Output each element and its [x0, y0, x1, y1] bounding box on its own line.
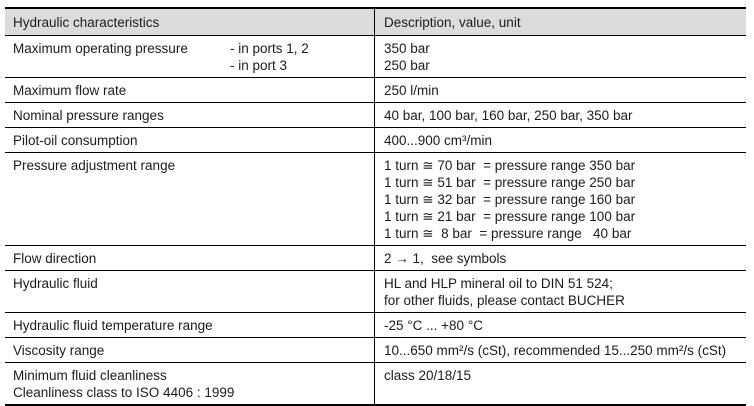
row-label: Pressure adjustment range: [13, 158, 176, 173]
header-label: Hydraulic characteristics: [13, 15, 160, 30]
row-label-cell: Minimum fluid cleanliness Cleanliness cl…: [5, 363, 375, 404]
row-label-cell: Flow direction: [5, 246, 375, 270]
row-value: 1 turn ≅ 8 bar = pressure range 40 bar: [384, 226, 632, 241]
row-sublabels: - in ports 1, 2 - in port 3: [230, 40, 309, 74]
row-label: Hydraulic fluid temperature range: [13, 318, 213, 333]
row-sublabel: - in port 3: [230, 58, 288, 73]
table-row-flow-direction: Flow direction 2 → 1, see symbols: [5, 246, 746, 271]
table-row-max-flow-rate: Maximum flow rate 250 l/min: [5, 78, 746, 103]
table-row-minimum-fluid-cleanliness: Minimum fluid cleanliness Cleanliness cl…: [5, 363, 746, 404]
row-value-cell: 1 turn ≅ 70 bar = pressure range 350 bar…: [375, 153, 746, 245]
row-label-cell: Pilot-oil consumption: [5, 128, 375, 152]
row-label: Minimum fluid cleanliness: [13, 368, 167, 383]
row-label-cell: Maximum flow rate: [5, 78, 375, 102]
row-value: HL and HLP mineral oil to DIN 51 524;: [384, 276, 613, 291]
table-header-row: Hydraulic characteristics Description, v…: [5, 9, 746, 36]
row-value-cell: 10...650 mm²/s (cSt), recommended 15...2…: [375, 338, 746, 362]
table-row-pressure-adjustment-range: Pressure adjustment range 1 turn ≅ 70 ba…: [5, 153, 746, 246]
header-cell-description: Description, value, unit: [375, 9, 746, 35]
row-label: Maximum operating pressure: [13, 41, 188, 56]
table-row-pilot-oil-consumption: Pilot-oil consumption 400...900 cm³/min: [5, 128, 746, 153]
row-label: Hydraulic fluid: [13, 276, 98, 291]
row-value: 250 bar: [384, 58, 430, 73]
row-value: -25 °C ... +80 °C: [384, 318, 483, 333]
row-label-cell: Maximum operating pressure - in ports 1,…: [5, 36, 375, 77]
row-value: 1 turn ≅ 70 bar = pressure range 350 bar: [384, 158, 636, 173]
row-value: 350 bar: [384, 41, 430, 56]
row-value-cell: class 20/18/15: [375, 363, 746, 404]
row-label: Maximum flow rate: [13, 83, 127, 98]
row-label-cell: Hydraulic fluid: [5, 271, 375, 312]
header-cell-characteristics: Hydraulic characteristics: [5, 9, 375, 35]
table-row-viscosity-range: Viscosity range 10...650 mm²/s (cSt), re…: [5, 338, 746, 363]
table-row-hydraulic-fluid: Hydraulic fluid HL and HLP mineral oil t…: [5, 271, 746, 313]
row-label-cell: Viscosity range: [5, 338, 375, 362]
row-label: Viscosity range: [13, 343, 105, 358]
row-label-cell: Nominal pressure ranges: [5, 103, 375, 127]
row-sublabel: - in ports 1, 2: [230, 41, 309, 56]
table-row-fluid-temperature-range: Hydraulic fluid temperature range -25 °C…: [5, 313, 746, 338]
row-value: class 20/18/15: [384, 368, 472, 383]
hydraulic-characteristics-table: Hydraulic characteristics Description, v…: [5, 7, 746, 406]
row-value-cell: HL and HLP mineral oil to DIN 51 524; fo…: [375, 271, 746, 312]
row-value-cell: 40 bar, 100 bar, 160 bar, 250 bar, 350 b…: [375, 103, 746, 127]
row-value-cell: 250 l/min: [375, 78, 746, 102]
row-label-cell: Hydraulic fluid temperature range: [5, 313, 375, 337]
row-value: 2 → 1, see symbols: [384, 251, 507, 266]
table-row-max-operating-pressure: Maximum operating pressure - in ports 1,…: [5, 36, 746, 78]
row-value-cell: 350 bar 250 bar: [375, 36, 746, 77]
row-value-cell: 2 → 1, see symbols: [375, 246, 746, 270]
row-label: Nominal pressure ranges: [13, 108, 164, 123]
row-value: 1 turn ≅ 32 bar = pressure range 160 bar: [384, 192, 636, 207]
header-label: Description, value, unit: [384, 15, 521, 30]
row-value: 40 bar, 100 bar, 160 bar, 250 bar, 350 b…: [384, 108, 633, 123]
row-label: Pilot-oil consumption: [13, 133, 138, 148]
row-value: for other fluids, please contact BUCHER: [384, 293, 625, 308]
row-value-cell: -25 °C ... +80 °C: [375, 313, 746, 337]
row-value: 1 turn ≅ 21 bar = pressure range 100 bar: [384, 209, 636, 224]
row-value: 250 l/min: [384, 83, 439, 98]
table-row-nominal-pressure-ranges: Nominal pressure ranges 40 bar, 100 bar,…: [5, 103, 746, 128]
row-value-cell: 400...900 cm³/min: [375, 128, 746, 152]
row-value: 10...650 mm²/s (cSt), recommended 15...2…: [384, 343, 727, 358]
row-value: 1 turn ≅ 51 bar = pressure range 250 bar: [384, 175, 636, 190]
row-label-line2: Cleanliness class to ISO 4406 : 1999: [13, 385, 235, 400]
row-label-cell: Pressure adjustment range: [5, 153, 375, 245]
row-label: Flow direction: [13, 251, 97, 266]
row-value: 400...900 cm³/min: [384, 133, 493, 148]
